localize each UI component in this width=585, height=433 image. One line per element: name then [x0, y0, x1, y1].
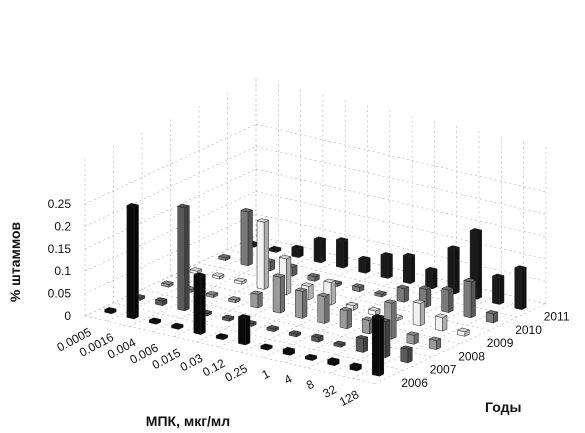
labels: 00.050.10.150.20.250.00050.00160.0040.00…: [48, 197, 570, 409]
bar: [440, 286, 454, 313]
x-tick-label: 8: [304, 377, 317, 393]
bar: [339, 306, 353, 330]
bar: [217, 253, 231, 261]
y-tick-label: 2009: [487, 336, 514, 350]
bar: [307, 272, 321, 282]
grid-line: [84, 123, 257, 205]
bar: [406, 331, 420, 345]
bar: [399, 345, 414, 364]
bar: [154, 297, 168, 307]
bar: [256, 218, 270, 290]
bar: [424, 266, 438, 290]
grid-line: [263, 277, 435, 358]
z-tick-label: 0: [64, 309, 71, 323]
bar: [266, 325, 280, 333]
bar: [294, 287, 308, 319]
grid-line: [255, 123, 546, 193]
bar: [326, 357, 340, 367]
bar: [240, 208, 254, 267]
bar: [513, 265, 528, 311]
bar: [367, 307, 381, 316]
bars: [103, 203, 528, 377]
grid-line: [84, 213, 257, 294]
bar: [233, 277, 248, 285]
x-tick-label: 32: [320, 382, 339, 401]
bar: [304, 353, 318, 361]
bar: [463, 277, 477, 319]
bar: [259, 343, 274, 351]
bar: [193, 272, 207, 335]
bar: [456, 327, 471, 337]
bar: [215, 333, 229, 341]
bar: [103, 307, 117, 315]
grid-line: [255, 146, 546, 215]
bar: [221, 314, 235, 322]
bar: [373, 290, 388, 298]
bar: [355, 335, 369, 353]
grid-line: [374, 303, 547, 384]
y-tick-label: 2011: [544, 310, 570, 324]
y-tick-label: 2006: [401, 376, 428, 390]
bar: [160, 280, 174, 288]
bar: [428, 336, 442, 350]
bar: [268, 245, 282, 253]
bar: [227, 296, 241, 304]
grid-line: [196, 261, 368, 343]
x-tick-label: 4: [282, 372, 295, 388]
grid-line: [307, 287, 480, 369]
y-axis-title: Годы: [485, 399, 521, 415]
bar: [491, 273, 505, 305]
z-tick-label: 0.15: [48, 242, 72, 256]
x-tick-label: 1: [260, 366, 273, 382]
grid-line: [151, 251, 324, 332]
bar: [290, 244, 305, 259]
bar: [333, 340, 347, 348]
bar: [380, 252, 394, 279]
x-axis-title: МПК, мкг/мл: [146, 413, 230, 429]
grid-line: [84, 146, 257, 227]
bar: [349, 362, 363, 372]
bar: [434, 313, 448, 332]
z-tick-label: 0.1: [54, 264, 71, 278]
bar: [316, 292, 331, 324]
bar: [205, 290, 219, 298]
bar: [282, 346, 296, 356]
z-tick-label: 0.2: [54, 219, 71, 233]
bar: [412, 299, 426, 327]
bar: [447, 245, 461, 295]
grid-line: [84, 191, 257, 272]
bar: [351, 283, 365, 293]
z-tick-label: 0.05: [48, 287, 72, 301]
y-tick-label: 2010: [515, 323, 542, 337]
y-tick-label: 2007: [430, 363, 457, 377]
bar: [211, 272, 225, 280]
y-tick-label: 2008: [458, 349, 485, 363]
bar: [357, 255, 371, 274]
x-tick-label: 0.25: [223, 361, 250, 384]
z-tick-label: 0.25: [48, 197, 72, 211]
bar: [313, 236, 327, 264]
grid-line: [255, 168, 546, 237]
bar: [272, 273, 286, 314]
bar: [485, 310, 499, 324]
bar: [126, 203, 140, 320]
bar: [335, 237, 349, 269]
bar: [396, 284, 410, 303]
bar: [310, 333, 324, 343]
bar: [237, 314, 251, 346]
bar: [288, 330, 302, 338]
bar: [176, 203, 191, 312]
bar: [402, 252, 416, 285]
z-axis-title: % штаммов: [7, 221, 23, 302]
bar: [170, 322, 184, 330]
bar: [250, 290, 264, 309]
grid-line: [84, 168, 257, 250]
bar: [148, 317, 162, 325]
x-tick-label: 128: [337, 387, 362, 409]
bar: [371, 313, 385, 377]
